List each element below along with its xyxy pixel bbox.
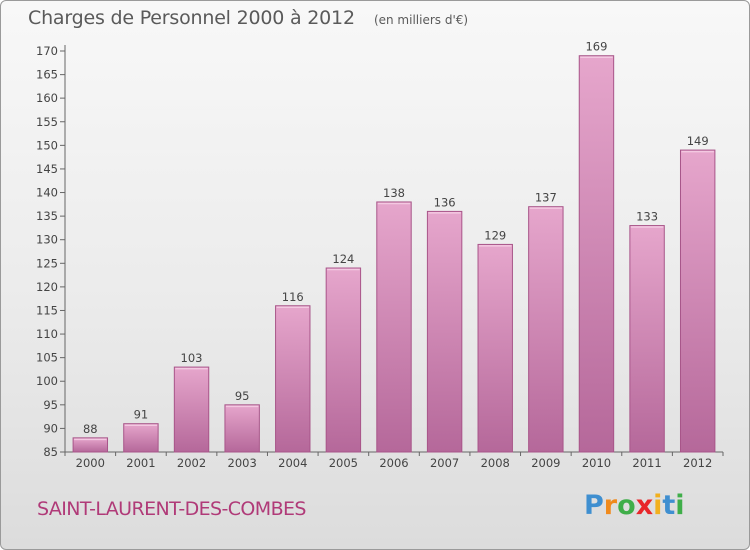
y-tick-label: 130 [36,233,58,247]
logo-letter: t [662,490,676,521]
y-tick-label: 95 [43,398,58,412]
labels: 85 90 95 100 105 110 115 120 125 130 135 140 145 150 1… [36,40,712,470]
x-tick-label: 2002 [177,456,206,470]
bar [275,305,311,453]
x-tick-label: 2000 [76,456,105,470]
bar-value-label: 138 [383,186,405,200]
x-tick-label: 2012 [683,456,712,470]
x-tick-label: 2006 [379,456,408,470]
y-tick-label: 160 [36,91,58,105]
x-tick-label: 2004 [278,456,307,470]
bars [72,55,716,453]
y-tick-label: 115 [36,303,58,317]
bar-value-label: 133 [636,210,658,224]
bar-value-label: 116 [282,290,304,304]
x-tick-label: 2001 [126,456,155,470]
bar-value-label: 91 [134,408,149,422]
logo-letter: i [653,490,663,521]
logo-letter: r [603,490,618,521]
chart-title: Charges de Personnel 2000 à 2012 [28,7,355,29]
bar-value-label: 95 [235,389,250,403]
y-tick-label: 165 [36,68,58,82]
y-tick-label: 125 [36,256,58,270]
x-tick-label: 2007 [430,456,459,470]
y-tick-label: 120 [36,280,58,294]
logo-letter: x [635,490,654,521]
x-tick-label: 2005 [329,456,358,470]
y-tick-label: 155 [36,115,58,129]
x-tick-label: 2011 [632,456,661,470]
y-tick-label: 85 [43,445,58,459]
bar [679,149,716,453]
bar [528,206,564,453]
logo-letter: i [675,490,685,521]
bar-value-label: 136 [434,195,456,209]
y-tick-label: 110 [36,327,58,341]
bar [376,201,412,453]
bar [426,210,463,453]
x-tick-label: 2009 [531,456,560,470]
bar [173,366,210,453]
bar-value-label: 103 [181,351,203,365]
bar [325,267,362,453]
bar-value-label: 88 [83,422,98,436]
y-tick-label: 150 [36,138,58,152]
bar-value-label: 124 [332,252,354,266]
y-tick-label: 140 [36,186,58,200]
y-tick-label: 90 [43,421,58,435]
bar [123,423,159,453]
y-tick-label: 105 [36,351,58,365]
commune-name: SAINT-LAURENT-DES-COMBES [37,498,306,520]
bar-value-label: 169 [585,40,607,54]
bar [629,225,665,453]
bar-value-label: 137 [535,191,557,205]
y-tick-label: 145 [36,162,58,176]
bar [578,55,615,453]
title-row: Charges de Personnel 2000 à 2012 (en mil… [28,7,468,29]
y-tick-label: 170 [36,44,58,58]
bar [224,404,260,453]
y-tick-label: 100 [36,374,58,388]
proxiti-logo[interactable]: Proxiti [584,490,685,521]
chart-unit-note: (en milliers d'€) [373,13,469,27]
logo-letter: P [584,490,604,521]
bar-value-label: 129 [484,228,506,242]
bar [477,243,513,453]
bar-value-label: 149 [687,134,709,148]
logo-letter: o [617,490,636,521]
bar [72,437,109,453]
x-tick-label: 2003 [228,456,257,470]
x-tick-label: 2008 [481,456,510,470]
y-tick-label: 135 [36,209,58,223]
x-tick-label: 2010 [582,456,611,470]
